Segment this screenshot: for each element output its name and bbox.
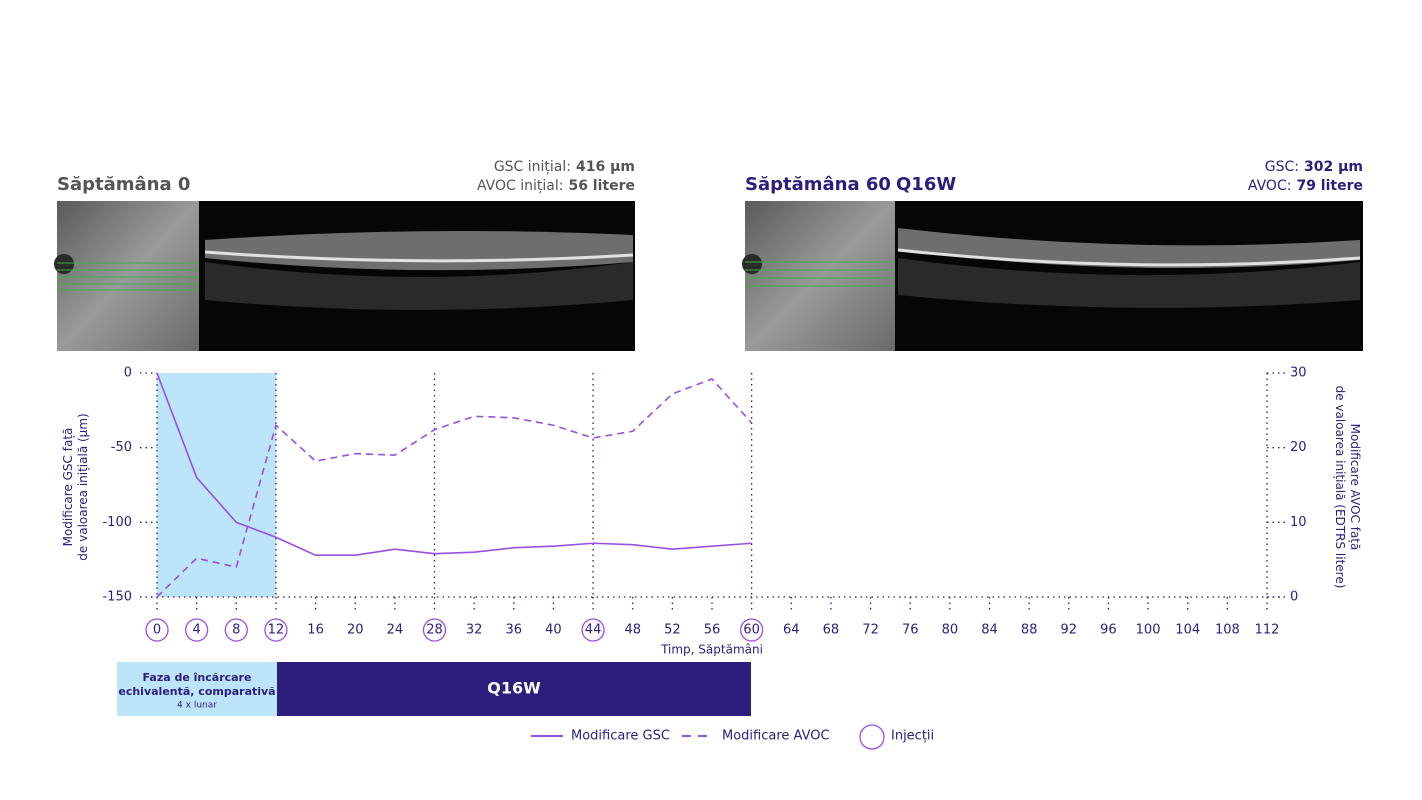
x-tick-label: 100 — [1136, 623, 1161, 638]
x-tick-label: 84 — [981, 623, 998, 638]
x-tick-label: 76 — [902, 623, 919, 638]
x-tick-label: 32 — [466, 623, 483, 638]
x-tick-label: 0 — [153, 623, 161, 638]
y2-tick-label: 10 — [1290, 515, 1307, 530]
phase-line: Faza de încărcare — [143, 671, 252, 684]
x-tick-label: 72 — [862, 623, 879, 638]
y2-tick-label: 30 — [1290, 366, 1307, 381]
phase-sublabel: 4 x lunar — [177, 701, 217, 711]
x-tick-label: 52 — [664, 623, 681, 638]
injection-marker — [264, 618, 288, 642]
x-tick-label: 64 — [783, 623, 800, 638]
phase-line: echivalentă, comparativă — [118, 685, 275, 698]
injection-marker — [422, 618, 447, 642]
x-tick-label: 96 — [1100, 623, 1117, 638]
stat-value: 416 µm — [576, 159, 635, 175]
x-tick-label: 80 — [942, 623, 959, 638]
stat-label: GSC: — [1265, 159, 1299, 175]
phase-label: Faza de încărcare echivalentă, comparativ… — [118, 671, 275, 698]
x-tick-label: 36 — [506, 623, 523, 638]
panel-title: Săptămâna 60 — [745, 174, 891, 195]
oct-panel-left — [54, 201, 635, 351]
panel-stat: AVOC: 79 litere — [1248, 178, 1363, 194]
axis-label-line: Modificare AVOC față — [1349, 424, 1363, 551]
x-tick-label: 8 — [232, 623, 240, 638]
data-line — [156, 378, 753, 598]
legend-label: Injecții — [891, 729, 934, 744]
x-tick-label: 4 — [193, 623, 201, 638]
injection-marker — [739, 618, 764, 642]
x-tick-label: 60 — [743, 623, 760, 638]
phase-bar — [117, 662, 277, 716]
injection-marker — [184, 618, 209, 642]
y-tick-label: 0 — [124, 366, 132, 381]
x-tick-label: 112 — [1255, 623, 1280, 638]
legend-swatch — [859, 724, 885, 750]
x-tick-label: 48 — [624, 623, 641, 638]
stat-value: 56 litere — [568, 178, 635, 194]
phase-bar — [277, 662, 751, 716]
stat-label: AVOC: — [1248, 178, 1292, 194]
x-tick-label: 24 — [387, 623, 404, 638]
x-tick-label: 68 — [823, 623, 840, 638]
y-tick-label: -100 — [102, 515, 132, 530]
oct-panel-right — [742, 201, 1363, 351]
x-tick-label: 40 — [545, 623, 562, 638]
x-tick-label: 88 — [1021, 623, 1038, 638]
data-line — [156, 372, 752, 556]
panel-stat: GSC: 302 µm — [1265, 159, 1363, 175]
x-tick-label: 12 — [268, 623, 285, 638]
panel-stat: AVOC inițial: 56 litere — [477, 178, 635, 194]
injection-marker — [224, 618, 248, 642]
legend-label: Modificare GSC — [571, 729, 670, 744]
y-tick-label: -150 — [102, 590, 132, 605]
y-axis-label: Modificare GSC fațăde valoarea inițială … — [61, 413, 90, 560]
x-tick-label: 56 — [704, 623, 721, 638]
y2-tick-label: 0 — [1290, 590, 1298, 605]
stat-value: 79 litere — [1296, 178, 1363, 194]
panel-stat: GSC inițial: 416 µm — [494, 159, 635, 175]
x-axis-label: Timp, Săptămâni — [660, 643, 763, 657]
x-tick-label: 108 — [1215, 623, 1240, 638]
panel-regimen: Q16W — [896, 174, 956, 195]
stat-label: AVOC inițial: — [477, 178, 563, 194]
x-tick-label: 28 — [426, 623, 443, 638]
panel-title: Săptămâna 0 — [57, 174, 190, 195]
x-tick-label: 104 — [1175, 623, 1200, 638]
shaded-region — [157, 373, 276, 597]
y2-tick-label: 20 — [1290, 440, 1307, 455]
phase-label: Q16W — [487, 679, 541, 698]
injection-marker — [145, 618, 169, 642]
injection-marker — [581, 618, 605, 642]
stat-label: GSC inițial: — [494, 159, 571, 175]
axis-label-line: de valoarea inițială (EDTRS litere) — [1334, 386, 1348, 589]
y2-axis-label: Modificare AVOC fațăde valoarea inițială… — [1334, 386, 1363, 589]
x-tick-label: 44 — [585, 623, 602, 638]
legend-label: Modificare AVOC — [722, 729, 830, 744]
axis-label-line: Modificare GSC față — [61, 428, 75, 547]
x-tick-label: 92 — [1061, 623, 1078, 638]
x-tick-label: 20 — [347, 623, 364, 638]
axis-label-line: de valoarea inițială (µm) — [76, 413, 90, 560]
stat-value: 302 µm — [1304, 159, 1363, 175]
y-tick-label: -50 — [111, 440, 132, 455]
x-tick-label: 16 — [307, 623, 324, 638]
